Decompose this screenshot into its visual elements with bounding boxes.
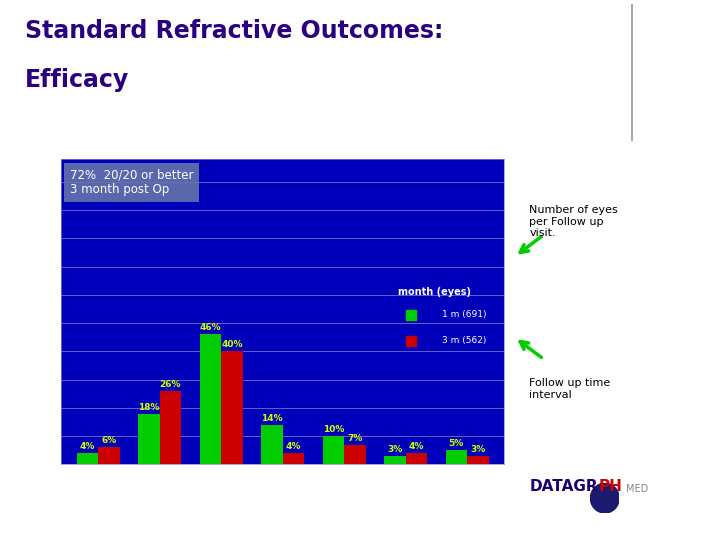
Text: Efficacy: Efficacy bbox=[25, 68, 130, 91]
Text: 3%: 3% bbox=[470, 445, 485, 454]
Text: 46%: 46% bbox=[199, 323, 221, 333]
Bar bbox=[261, 425, 282, 464]
Text: 3 m (562): 3 m (562) bbox=[442, 336, 487, 346]
Text: 26%: 26% bbox=[160, 380, 181, 389]
Text: PH: PH bbox=[599, 479, 623, 494]
Text: DATAGR: DATAGR bbox=[529, 479, 598, 494]
Bar bbox=[138, 414, 160, 464]
Text: 1 m (691): 1 m (691) bbox=[442, 310, 487, 319]
Bar bbox=[98, 448, 120, 464]
Bar bbox=[467, 456, 489, 464]
Text: 5%: 5% bbox=[449, 440, 464, 448]
Bar bbox=[221, 352, 243, 464]
Text: 6%: 6% bbox=[102, 436, 117, 446]
Bar bbox=[199, 334, 221, 464]
Text: 4%: 4% bbox=[409, 442, 424, 451]
Text: MED: MED bbox=[626, 484, 649, 494]
Text: 14%: 14% bbox=[261, 414, 283, 423]
Text: 4%: 4% bbox=[80, 442, 95, 451]
Text: 40%: 40% bbox=[221, 340, 243, 349]
Bar bbox=[405, 453, 427, 464]
Bar bbox=[446, 450, 467, 464]
Bar bbox=[323, 436, 344, 464]
Text: 10%: 10% bbox=[323, 425, 344, 434]
Bar bbox=[160, 391, 181, 464]
Text: Number of eyes
per Follow up
visit.: Number of eyes per Follow up visit. bbox=[529, 205, 618, 238]
Text: 18%: 18% bbox=[138, 403, 160, 411]
Text: Standard Refractive Outcomes:: Standard Refractive Outcomes: bbox=[25, 19, 444, 43]
Bar bbox=[344, 444, 366, 464]
Circle shape bbox=[590, 483, 619, 513]
Text: 7%: 7% bbox=[347, 434, 363, 443]
Text: 4%: 4% bbox=[286, 442, 301, 451]
Text: 3%: 3% bbox=[387, 445, 402, 454]
Bar bbox=[282, 453, 304, 464]
X-axis label: 4. EFFICACY: UCVA - Percent: 4. EFFICACY: UCVA - Percent bbox=[204, 497, 361, 507]
Text: Follow up time
interval: Follow up time interval bbox=[529, 378, 611, 400]
Bar bbox=[384, 456, 405, 464]
Bar bbox=[76, 453, 98, 464]
Text: month (eyes): month (eyes) bbox=[397, 287, 471, 298]
Text: 72%  20/20 or better
3 month post Op: 72% 20/20 or better 3 month post Op bbox=[70, 168, 194, 197]
